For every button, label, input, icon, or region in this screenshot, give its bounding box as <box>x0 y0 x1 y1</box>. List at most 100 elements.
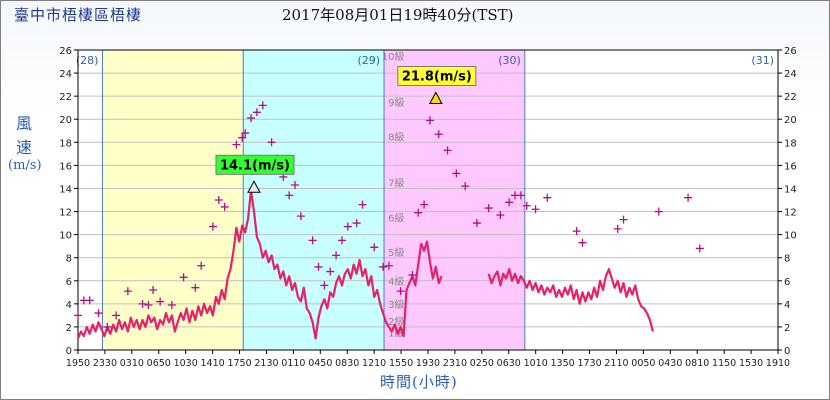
gust-point <box>123 287 132 296</box>
y-axis-label-2: 速 <box>16 138 33 157</box>
x-tick-label: 0110 <box>281 358 305 369</box>
beaufort-level-label: 5級 <box>388 246 404 259</box>
gust-point <box>296 212 305 221</box>
beaufort-level-label: 7級 <box>388 177 404 190</box>
gust-point <box>74 311 82 320</box>
y-tick-label-left: 4 <box>66 300 72 311</box>
gust-point <box>103 322 112 331</box>
gust-point <box>267 138 276 147</box>
gust-point <box>496 211 505 219</box>
gust-point <box>149 286 158 294</box>
x-tick-label: 0310 <box>120 358 144 369</box>
gust-point <box>531 205 540 214</box>
x-tick-label: 0450 <box>308 358 332 369</box>
x-axis-label: 時間(小時) <box>380 373 458 391</box>
day-label: (29) <box>357 54 380 67</box>
x-tick-label: 1210 <box>362 358 386 369</box>
beaufort-level-label: 8級 <box>388 131 404 144</box>
gust-point <box>434 130 443 139</box>
gust-point <box>384 261 393 270</box>
peak-label-box <box>397 65 477 86</box>
gust-point <box>252 108 261 117</box>
y-tick-label-right: 4 <box>784 300 790 311</box>
gust-point <box>238 133 247 142</box>
gust-point <box>452 169 461 178</box>
x-tick-label: 0630 <box>497 358 521 369</box>
y-tick-label-right: 0 <box>784 346 790 357</box>
y-tick-label-right: 22 <box>784 92 797 103</box>
x-tick-label: 1410 <box>201 358 225 369</box>
gust-point <box>138 299 147 308</box>
gust-point <box>214 196 223 204</box>
y-tick-label-left: 22 <box>59 92 72 103</box>
y-tick-label-right: 6 <box>784 277 790 288</box>
x-tick-label: 2110 <box>604 358 628 369</box>
gust-point <box>258 101 267 110</box>
gust-point <box>379 262 388 271</box>
gust-point <box>414 208 423 217</box>
gust-point <box>578 238 587 247</box>
gust-point <box>505 198 514 207</box>
gust-point <box>613 224 622 233</box>
gust-point <box>285 191 294 200</box>
gust-point <box>291 181 300 189</box>
gust-point <box>85 296 94 305</box>
x-tick-label: 0250 <box>470 358 494 369</box>
gust-point <box>191 283 200 292</box>
peak-label: 14.1(m/s) <box>220 158 290 173</box>
gust-point <box>619 215 628 224</box>
gust-point <box>314 262 323 271</box>
peak-marker <box>247 180 261 193</box>
day-band <box>524 50 778 350</box>
gust-point <box>572 227 581 236</box>
gust-point <box>472 219 481 228</box>
x-tick-label: 1750 <box>227 358 251 369</box>
gust-point <box>420 200 429 209</box>
gust-point <box>695 244 704 253</box>
gust-point <box>241 129 250 138</box>
gust-point <box>522 201 531 210</box>
gust-point <box>396 287 405 296</box>
observation-time: 2017年08月01日19時40分(TST) <box>282 6 514 24</box>
y-tick-label-right: 26 <box>784 46 797 57</box>
y-tick-label-right: 12 <box>784 208 797 219</box>
day-label: (31) <box>751 54 774 67</box>
x-tick-label: 0430 <box>658 358 682 369</box>
beaufort-level-label: 6級 <box>388 211 404 224</box>
y-axis-label-unit: (m/s) <box>8 158 42 173</box>
gust-point <box>156 297 165 306</box>
y-tick-label-left: 20 <box>59 115 72 126</box>
gust-point <box>112 311 121 320</box>
mean-wind-line <box>76 189 443 340</box>
beaufort-level-label: 10級 <box>382 50 405 63</box>
gust-point <box>543 193 552 202</box>
gust-point <box>352 219 361 228</box>
x-tick-label: 1730 <box>577 358 601 369</box>
beaufort-level-label: 2級 <box>388 315 404 328</box>
x-tick-label: 1930 <box>416 358 440 369</box>
beaufort-level-label: 9級 <box>388 96 404 109</box>
gust-point <box>425 116 434 125</box>
beaufort-level-label: 3級 <box>388 298 404 311</box>
peak-marker <box>428 91 443 104</box>
y-tick-label-right: 24 <box>784 69 797 80</box>
gust-point <box>443 146 452 155</box>
gust-point <box>208 222 217 231</box>
y-tick-label-left: 8 <box>66 254 72 265</box>
y-tick-label-right: 16 <box>784 161 797 172</box>
y-tick-label-left: 0 <box>66 346 72 357</box>
x-tick-label: 0830 <box>335 358 359 369</box>
x-tick-label: 1030 <box>174 358 198 369</box>
y-tick-label-right: 10 <box>784 231 797 242</box>
gust-point <box>326 267 335 276</box>
gust-point <box>484 204 493 213</box>
y-tick-label-right: 20 <box>784 115 797 126</box>
gust-point <box>94 309 103 318</box>
y-tick-label-left: 12 <box>59 208 72 219</box>
x-tick-label: 1150 <box>712 358 736 369</box>
y-tick-label-left: 6 <box>66 277 72 288</box>
beaufort-level-label: 4級 <box>388 275 404 288</box>
gust-point <box>408 271 417 279</box>
y-tick-label-right: 18 <box>784 138 797 149</box>
